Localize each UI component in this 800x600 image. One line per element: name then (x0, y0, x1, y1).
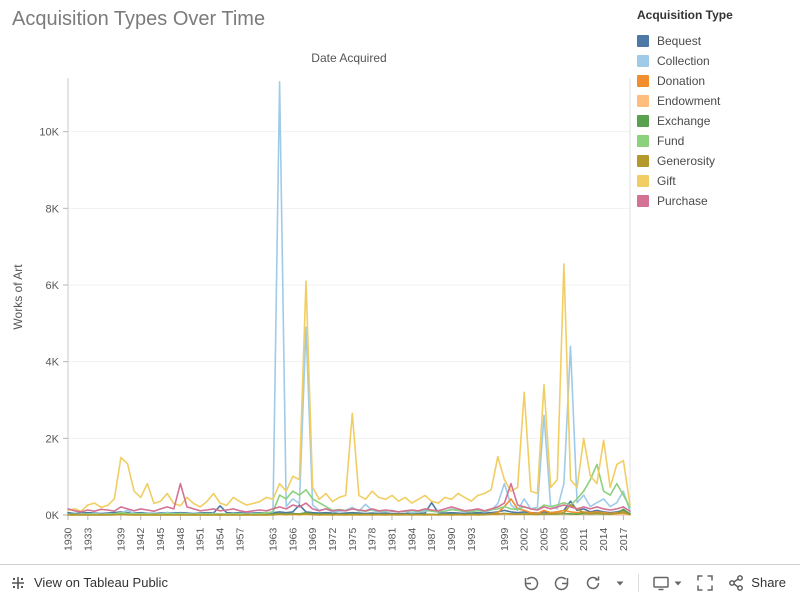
legend-swatch-icon (637, 195, 649, 207)
axes (63, 78, 631, 520)
legend-item-label: Gift (657, 174, 676, 188)
legend-item-label: Exchange (657, 114, 711, 128)
legend-item-bequest[interactable]: Bequest (637, 31, 797, 51)
y-tick-label: 4K (46, 357, 60, 369)
share-button[interactable]: Share (727, 574, 786, 592)
y-tick-label: 2K (46, 433, 60, 445)
legend-item-label: Generosity (657, 154, 716, 168)
legend-title: Acquisition Type (637, 8, 733, 22)
view-on-tableau-public-link[interactable]: View on Tableau Public (0, 575, 168, 591)
legend-item-label: Endowment (657, 94, 721, 108)
x-tick-label: 1999 (499, 527, 511, 551)
reset-button[interactable] (584, 574, 602, 592)
caret-down-icon (616, 581, 624, 585)
toolbar-divider (638, 573, 640, 592)
device-preview-icon (653, 576, 670, 590)
x-tick-label: 2014 (598, 527, 610, 551)
plot-area[interactable]: Date Acquired Works of Art 0K 2K 4K 6K 8K 10K… (0, 0, 640, 568)
x-tick-label: 1963 (267, 527, 279, 551)
x-tick-label: 1939 (115, 527, 127, 551)
gridlines (68, 131, 630, 439)
share-label: Share (751, 575, 786, 590)
series-line-gift[interactable] (67, 263, 631, 513)
legend-item-purchase[interactable]: Purchase (637, 191, 797, 211)
x-tick-label: 2002 (519, 527, 531, 551)
y-axis-title: Works of Art (11, 264, 25, 330)
undo-button[interactable] (522, 574, 540, 592)
x-tick-label: 1930 (63, 527, 75, 551)
legend-swatch-icon (637, 95, 649, 107)
x-tick-label: 1987 (426, 527, 438, 551)
legend-item-exchange[interactable]: Exchange (637, 111, 797, 131)
x-tick-label: 2011 (578, 528, 590, 551)
x-tick-label: 1990 (446, 527, 458, 551)
y-tick-label: 10K (39, 127, 59, 139)
share-icon (729, 574, 744, 591)
view-on-tableau-public-label: View on Tableau Public (34, 575, 168, 590)
x-tick-label: 1984 (406, 527, 418, 551)
caret-down-icon (674, 581, 682, 585)
tableau-logo-icon (12, 576, 24, 589)
legend-swatch-icon (637, 175, 649, 187)
legend-swatch-icon (637, 135, 649, 147)
x-tick-label: 1981 (386, 527, 398, 551)
x-tick-label: 1966 (287, 527, 299, 551)
x-tick-label: 1975 (347, 527, 359, 551)
series-lines (67, 81, 631, 516)
x-tick-label: 2005 (539, 527, 551, 551)
redo-icon (555, 576, 569, 590)
fullscreen-button[interactable] (696, 574, 714, 592)
x-tick-label: 1972 (327, 527, 339, 551)
x-tick-label: 2017 (618, 527, 630, 551)
legend-item-fund[interactable]: Fund (637, 131, 797, 151)
reset-icon (587, 576, 600, 589)
legend-swatch-icon (637, 55, 649, 67)
legend-swatch-icon (637, 75, 649, 87)
x-tick-label: 1969 (307, 527, 319, 551)
x-tick-label: 1942 (135, 527, 147, 551)
y-tick-label: 8K (46, 203, 60, 215)
toolbar-buttons: Share (522, 573, 800, 592)
legend-item-label: Bequest (657, 34, 702, 48)
replay-speed-button[interactable] (615, 578, 625, 588)
legend-item-label: Purchase (657, 194, 708, 208)
legend-item-endowment[interactable]: Endowment (637, 91, 797, 111)
x-tick-label: 1951 (195, 527, 207, 551)
x-tick-label: 1945 (155, 527, 167, 551)
x-tick-label: 1948 (175, 527, 187, 551)
legend-item-donation[interactable]: Donation (637, 71, 797, 91)
toolbar: View on Tableau Public (0, 564, 800, 600)
x-tick-label: 2008 (558, 527, 570, 551)
legend-item-generosity[interactable]: Generosity (637, 151, 797, 171)
page-title: Acquisition Types Over Time (12, 8, 266, 30)
tick-labels: 0K 2K 4K 6K 8K 10K 1930 1933 1939 1942 1945 1948 195… (39, 127, 629, 551)
x-tick-label: 1954 (215, 527, 227, 551)
x-tick-label: 1957 (234, 527, 246, 551)
legend-item-collection[interactable]: Collection (637, 51, 797, 71)
legend-swatch-icon (637, 155, 649, 167)
y-tick-label: 0K (46, 510, 60, 522)
legend-item-gift[interactable]: Gift (637, 171, 797, 191)
x-tick-label: 1978 (367, 527, 379, 551)
legend: Acquisition Type Bequest Collection Donati… (637, 8, 797, 211)
undo-icon (525, 576, 539, 590)
legend-item-label: Fund (657, 134, 685, 148)
series-line-generosity[interactable] (67, 504, 631, 516)
legend-swatch-icon (637, 115, 649, 127)
x-tick-label: 1993 (466, 527, 478, 551)
fullscreen-icon (697, 574, 714, 591)
device-preview-button[interactable] (652, 574, 683, 592)
series-line-purchase[interactable] (67, 482, 631, 513)
legend-item-label: Collection (657, 54, 710, 68)
redo-button[interactable] (553, 574, 571, 592)
x-axis-title: Date Acquired (311, 51, 386, 65)
legend-item-label: Donation (657, 74, 706, 88)
x-tick-label: 1933 (82, 527, 94, 551)
legend-swatch-icon (637, 35, 649, 47)
legend-items: Bequest Collection Donation Endowment Exchan… (637, 31, 797, 211)
y-tick-label: 6K (46, 280, 60, 292)
